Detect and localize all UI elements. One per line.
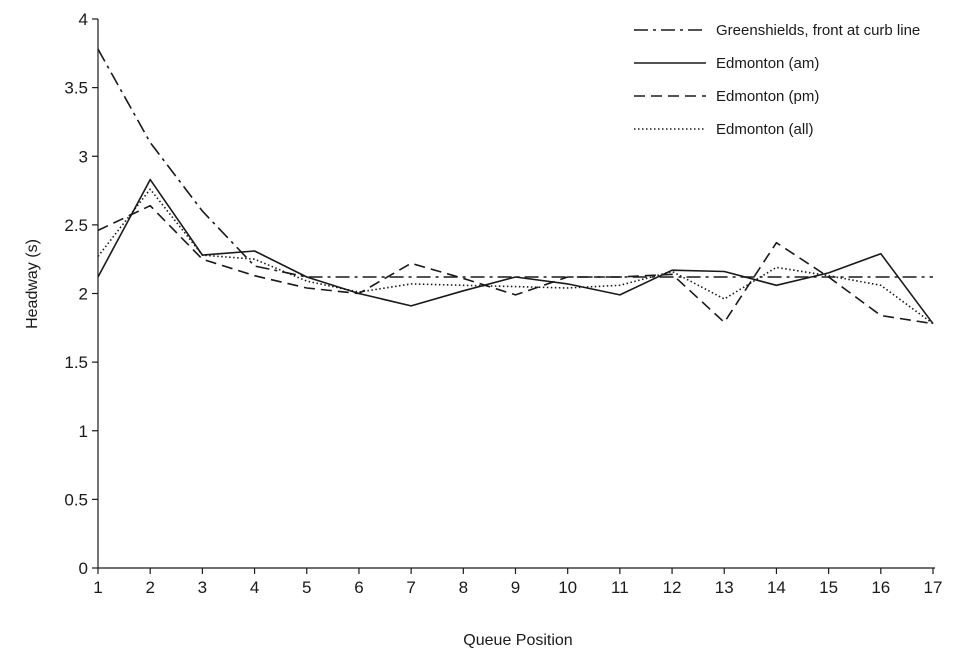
y-axis-label: Headway (s): [24, 239, 41, 329]
x-tick-label: 17: [924, 578, 943, 597]
x-tick-label: 11: [611, 578, 629, 597]
series-line-3: [97, 188, 934, 325]
y-tick-label: 1: [79, 422, 88, 441]
legend-label-2: Edmonton (pm): [716, 88, 819, 105]
y-tick-label: 4: [79, 10, 88, 29]
x-tick-label: 10: [558, 578, 577, 597]
y-tick-label: 2: [79, 285, 88, 304]
y-tick-label: 2.5: [64, 216, 88, 235]
y-tick-label: 3: [79, 147, 88, 166]
legend-label-3: Edmonton (all): [716, 121, 814, 138]
series-line-0: [97, 48, 933, 278]
series-line-2: [97, 204, 934, 325]
y-axis-ticks: 0 0.5 1 1.5 2 2.5 3 3.5 4: [64, 10, 98, 578]
y-tick-label: 1.5: [64, 353, 88, 372]
series-lines: [97, 48, 934, 325]
x-tick-label: 5: [302, 578, 311, 597]
x-tick-label: 6: [354, 578, 363, 597]
x-axis-ticks: 1 2 3 4 5 6 7 8 9 10 11 12 13 14 15 16 17: [93, 568, 942, 597]
x-tick-label: 8: [459, 578, 468, 597]
series-line-1: [97, 178, 934, 325]
y-tick-label: 0: [79, 559, 88, 578]
x-tick-label: 15: [819, 578, 838, 597]
legend: Greenshields, front at curb line Edmonton…: [634, 22, 920, 138]
x-tick-label: 12: [663, 578, 682, 597]
x-tick-label: 16: [871, 578, 890, 597]
y-tick-label: 3.5: [64, 79, 88, 98]
x-axis-label: Queue Position: [463, 632, 572, 649]
x-tick-label: 3: [198, 578, 207, 597]
x-tick-label: 13: [715, 578, 734, 597]
x-tick-label: 1: [93, 578, 102, 597]
legend-label-0: Greenshields, front at curb line: [716, 22, 920, 39]
x-tick-label: 9: [511, 578, 520, 597]
x-tick-label: 7: [406, 578, 415, 597]
x-tick-label: 4: [250, 578, 259, 597]
y-tick-label: 0.5: [64, 490, 88, 509]
x-tick-label: 2: [145, 578, 154, 597]
legend-label-1: Edmonton (am): [716, 55, 819, 72]
x-tick-label: 14: [767, 578, 786, 597]
